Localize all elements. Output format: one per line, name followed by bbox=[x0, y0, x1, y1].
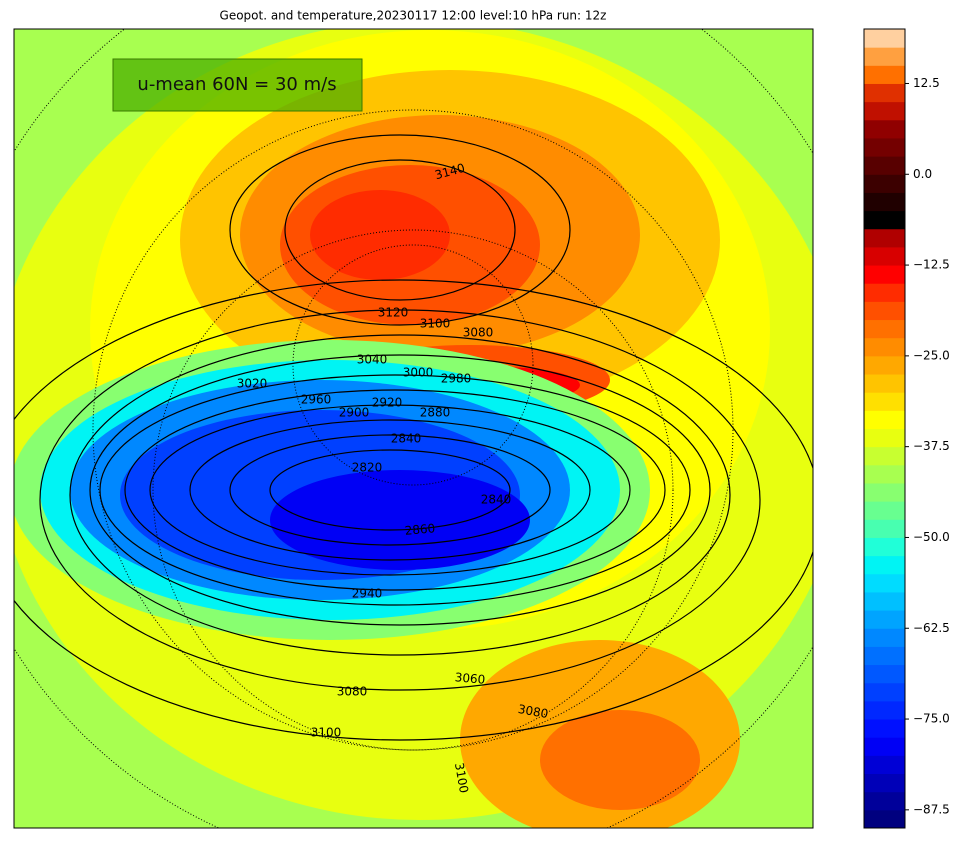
map-frame bbox=[13, 28, 814, 829]
colorbar-tick-label: −75.0 bbox=[913, 712, 950, 726]
colorbar-segment bbox=[864, 464, 905, 484]
colorbar-segment bbox=[864, 265, 905, 284]
colorbar-segment bbox=[864, 664, 905, 684]
map bbox=[14, 29, 813, 828]
colorbar-segment bbox=[864, 482, 905, 502]
colorbar-segment bbox=[864, 355, 905, 375]
colorbar-tick-label: −50.0 bbox=[913, 530, 950, 544]
contour-label: 2940 bbox=[352, 587, 383, 601]
contour-label: 3080 bbox=[463, 326, 494, 340]
colorbar-segment bbox=[864, 700, 905, 720]
colorbar-segment bbox=[864, 47, 905, 66]
colorbar-frame bbox=[863, 28, 906, 829]
colorbar-segment bbox=[864, 737, 905, 756]
colorbar-segment bbox=[864, 246, 905, 266]
colorbar-segment bbox=[864, 555, 905, 575]
colorbar-segment bbox=[864, 119, 905, 139]
contour-label: 2880 bbox=[420, 406, 451, 420]
contour-label: 2920 bbox=[372, 396, 403, 410]
contour-label: 2840 bbox=[391, 432, 422, 446]
colorbar-segment bbox=[864, 319, 905, 339]
colorbar-tick-label: −62.5 bbox=[913, 621, 950, 635]
colorbar-segment bbox=[864, 156, 905, 175]
chart-title: Geopot. and temperature,20230117 12:00 l… bbox=[220, 9, 607, 23]
contour-label: 2820 bbox=[352, 461, 383, 475]
colorbar-tick-label: 0.0 bbox=[913, 167, 932, 181]
colorbar-segment bbox=[864, 374, 905, 393]
colorbar-segment bbox=[864, 83, 905, 103]
colorbar-segment bbox=[864, 591, 905, 611]
contour-label: 2960 bbox=[301, 393, 332, 407]
contour-label: 2900 bbox=[339, 406, 370, 420]
colorbar-segment bbox=[864, 174, 905, 193]
colorbar-tick-label: −87.5 bbox=[913, 802, 950, 816]
colorbar-segment bbox=[864, 228, 905, 248]
colorbar-segment bbox=[864, 137, 905, 157]
colorbar-segment bbox=[864, 610, 905, 629]
contour-label: 3120 bbox=[378, 306, 409, 320]
colorbar-segment bbox=[864, 791, 905, 811]
contour-label: 2860 bbox=[404, 521, 436, 538]
contour-label: 3080 bbox=[517, 702, 550, 721]
contour-label: 3040 bbox=[357, 353, 388, 367]
colorbar-segment bbox=[864, 537, 905, 557]
colorbar-segment bbox=[864, 392, 905, 411]
colorbar-segment bbox=[864, 773, 905, 793]
colorbar-segment bbox=[864, 192, 905, 212]
contour-label: 3020 bbox=[237, 377, 268, 391]
colorbar-segment bbox=[864, 210, 905, 230]
contour-label: 3100 bbox=[311, 726, 342, 740]
colorbar-segment bbox=[864, 101, 905, 121]
annotation-box bbox=[112, 58, 363, 112]
colorbar-segment bbox=[864, 573, 905, 593]
colorbar-tick-label: −37.5 bbox=[913, 439, 950, 453]
colorbar-segment bbox=[864, 628, 905, 647]
colorbar-segment bbox=[864, 428, 905, 448]
colorbar-segment bbox=[864, 283, 905, 302]
colorbar-segment bbox=[864, 65, 905, 84]
colorbar-segment bbox=[864, 337, 905, 357]
colorbar-segment bbox=[864, 809, 905, 829]
colorbar-segment bbox=[864, 301, 905, 321]
contour-label: 3000 bbox=[403, 366, 434, 380]
colorbar-tick-label: −12.5 bbox=[913, 258, 950, 272]
annotation: u-mean 60N = 30 m/s bbox=[137, 74, 336, 95]
colorbar-segment bbox=[864, 446, 905, 466]
contour-label: 3100 bbox=[420, 317, 451, 331]
colorbar-segment bbox=[864, 646, 905, 666]
colorbar-segment bbox=[864, 29, 905, 48]
contour-label: 3100 bbox=[452, 762, 471, 795]
contour-label: 3080 bbox=[337, 685, 368, 699]
colorbar-segment bbox=[864, 410, 905, 429]
colorbar-tick-label: 12.5 bbox=[913, 76, 940, 90]
colorbar-segment bbox=[864, 682, 905, 702]
colorbar-segment bbox=[864, 755, 905, 775]
contour-label: 2840 bbox=[481, 493, 512, 507]
contour-label: 3060 bbox=[454, 670, 486, 687]
colorbar-tick-label: −25.0 bbox=[913, 348, 950, 362]
colorbar-segment bbox=[864, 501, 905, 520]
contour-label: 2980 bbox=[441, 372, 472, 386]
colorbar-segment bbox=[864, 519, 905, 538]
colorbar-segment bbox=[864, 719, 905, 738]
